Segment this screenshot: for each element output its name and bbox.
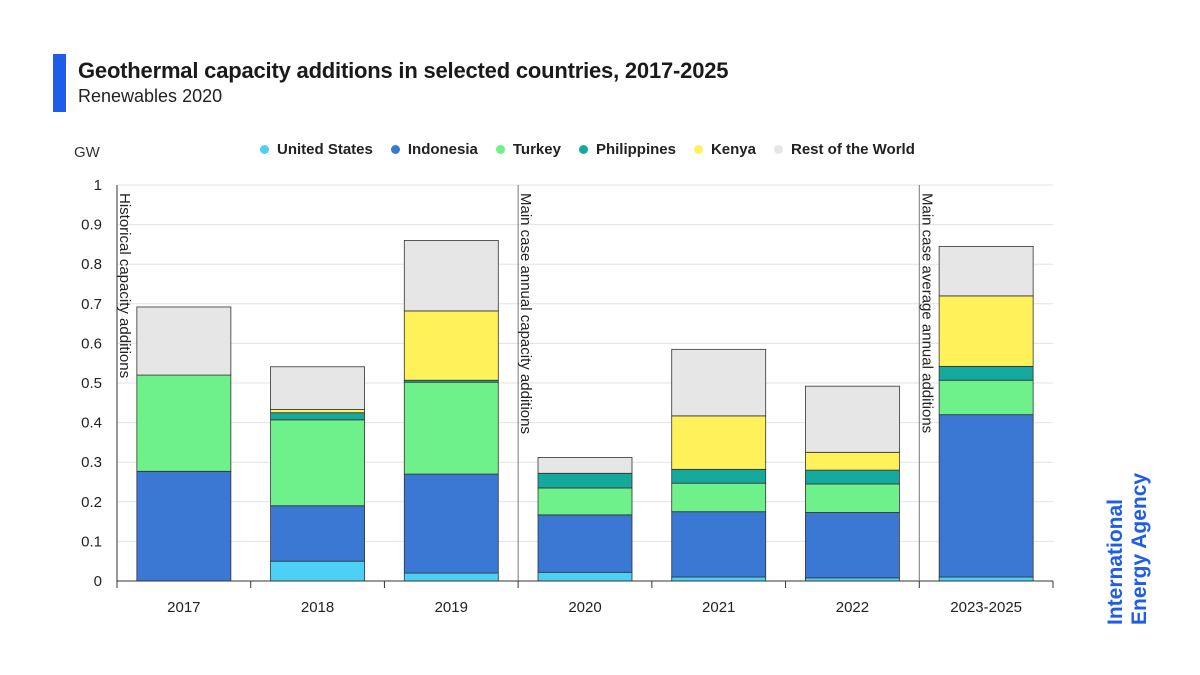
iea-logo: International Energy Agency xyxy=(1104,473,1151,625)
legend-item: Rest of the World xyxy=(774,141,915,158)
x-tick-label: 2020 xyxy=(568,599,601,616)
x-tick-label: 2021 xyxy=(702,599,735,616)
bar-segment xyxy=(403,381,499,475)
bar-segment xyxy=(671,348,767,417)
bar-segment xyxy=(938,414,1034,578)
y-tick-label: 0.8 xyxy=(81,256,102,273)
bar-segment xyxy=(403,572,499,582)
x-tick-label: 2022 xyxy=(836,599,869,616)
bar-segment xyxy=(671,482,767,513)
legend-label: Rest of the World xyxy=(791,141,915,158)
bar-segment xyxy=(938,365,1034,381)
legend-label: Indonesia xyxy=(407,141,478,158)
x-tick-label: 2018 xyxy=(301,599,334,616)
bar-segment xyxy=(671,468,767,484)
y-tick-label: 1 xyxy=(94,177,102,194)
legend-label: Turkey xyxy=(512,141,561,158)
bar-segment xyxy=(403,240,499,312)
section-annotation: Main case average annual additions xyxy=(918,193,935,433)
bar-segment xyxy=(136,306,232,376)
bar-segment xyxy=(671,415,767,470)
bar-segment xyxy=(537,457,633,474)
y-tick-label: 0.4 xyxy=(81,415,102,432)
bar-segment xyxy=(136,374,232,472)
y-tick-label: 0.3 xyxy=(81,454,102,471)
bar-segment xyxy=(403,310,499,381)
bar-segment xyxy=(805,469,900,485)
legend-swatch xyxy=(578,145,588,154)
legend-item: Turkey xyxy=(495,141,561,158)
bar-segment xyxy=(537,487,633,516)
y-tick-label: 0 xyxy=(94,573,102,590)
bar-segment xyxy=(805,483,900,513)
bar-segment xyxy=(403,473,499,574)
bar-segment xyxy=(938,576,1034,582)
chart-title: Geothermal capacity additions in selecte… xyxy=(78,58,729,83)
bar-segment xyxy=(270,409,365,414)
logo-line-1: International xyxy=(1104,499,1127,625)
y-tick-label: 0.1 xyxy=(81,533,102,550)
bar-segment xyxy=(805,451,900,471)
y-tick-label: 0.9 xyxy=(81,217,102,234)
bar-segment xyxy=(537,571,633,582)
y-tick-label: 0.5 xyxy=(81,375,102,392)
bar-segment xyxy=(537,514,633,573)
bar-segment xyxy=(537,472,633,489)
legend-swatch xyxy=(390,145,400,154)
legend-swatch xyxy=(260,145,269,154)
bar-segment xyxy=(938,295,1034,367)
x-tick-label: 2017 xyxy=(167,599,200,616)
chart-subtitle: Renewables 2020 xyxy=(78,86,223,106)
legend-item: Kenya xyxy=(693,141,756,158)
bar-segment xyxy=(136,470,232,582)
legend-swatch xyxy=(495,145,505,154)
bar-segment xyxy=(270,366,365,410)
section-annotation: Historical capacity additions xyxy=(116,193,133,378)
y-tick-label: 0.7 xyxy=(81,296,102,313)
y-tick-label: 0.6 xyxy=(81,335,102,352)
title-accent-bar xyxy=(53,54,66,112)
bar-segment xyxy=(270,419,365,507)
legend-swatch xyxy=(693,145,703,154)
bar-segment xyxy=(938,379,1034,416)
chart-legend: United States Indonesia Turkey Philippines K… xyxy=(260,141,933,158)
bar-segment xyxy=(270,560,365,582)
legend-swatch xyxy=(774,145,783,154)
bar-segment xyxy=(671,576,767,582)
bar-segment xyxy=(805,385,900,453)
legend-item: Philippines xyxy=(578,141,676,158)
x-tick-label: 2019 xyxy=(435,599,468,616)
bar-segment xyxy=(938,245,1034,297)
legend-label: United States xyxy=(277,141,373,158)
bar-segment xyxy=(270,412,365,421)
y-tick-label: 0.2 xyxy=(81,494,102,511)
legend-item: United States xyxy=(260,141,373,158)
section-annotation: Main case annual capacity additions xyxy=(517,193,534,434)
legend-label: Kenya xyxy=(710,141,756,158)
x-tick-label: 2023-2025 xyxy=(950,599,1022,616)
bar-segment xyxy=(805,512,900,579)
bar-segment xyxy=(671,511,767,578)
logo-line-2: Energy Agency xyxy=(1128,473,1151,625)
legend-item: Indonesia xyxy=(390,141,478,158)
y-axis-unit-label: GW xyxy=(74,144,100,161)
legend-label: Philippines xyxy=(595,141,676,158)
bar-segment xyxy=(270,505,365,562)
